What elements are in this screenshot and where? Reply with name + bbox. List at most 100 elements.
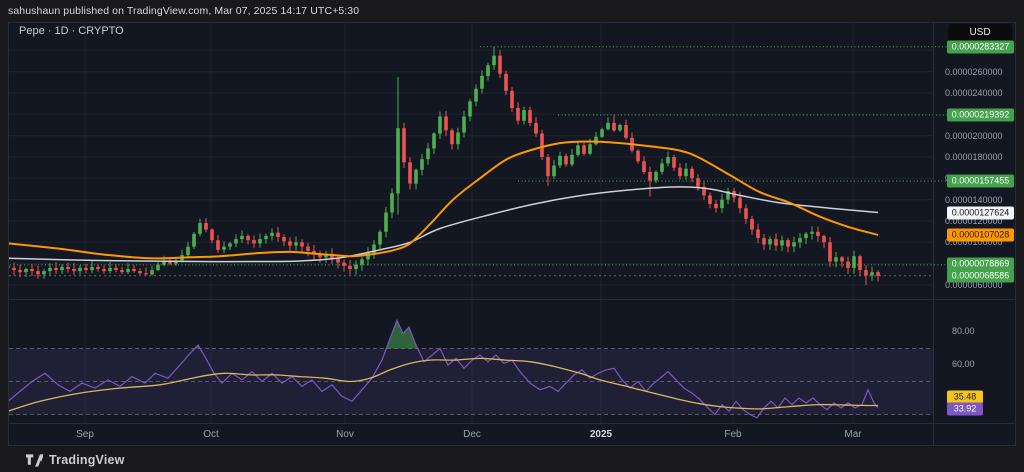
candle-body [582, 145, 586, 154]
candle-body [504, 73, 508, 91]
candle-body [84, 267, 88, 270]
time-axis[interactable] [8, 423, 1016, 446]
candle-body [858, 256, 862, 271]
candle-body [660, 163, 664, 172]
candle-body [42, 271, 46, 275]
candle-body [738, 197, 742, 209]
candle-body [264, 235, 268, 240]
candle-body [222, 246, 226, 250]
candle-body [108, 267, 112, 272]
price-level-badge: 0.0000107028 [947, 228, 1014, 242]
candle-body [798, 238, 802, 243]
candle-body [528, 110, 532, 123]
candle-body [30, 269, 34, 272]
price-axis-tick: 0.0000060000 [945, 280, 1003, 290]
candle-body [450, 130, 454, 145]
price-axis-tick: 0.0000240000 [945, 88, 1003, 98]
candle-body [252, 240, 256, 244]
candle-body [114, 267, 118, 270]
candle-body [276, 232, 280, 237]
candle-body [570, 154, 574, 165]
candle-body [354, 264, 358, 269]
candle-body [186, 246, 190, 256]
brand-name: TradingView [49, 453, 125, 467]
time-axis-label: Dec [463, 429, 481, 440]
candle-body [150, 270, 154, 275]
candle-body [846, 261, 850, 268]
candle-body [678, 167, 682, 177]
candle-body [144, 273, 148, 275]
rsi-ma-line[interactable] [8, 357, 879, 412]
time-axis-label: Nov [336, 429, 354, 440]
candle-body [480, 75, 484, 89]
candle-body [534, 122, 538, 134]
candle-body [600, 129, 604, 137]
candle-body [408, 162, 412, 184]
rsi-overbought-fill [386, 320, 418, 349]
tradingview-logo-icon [26, 453, 43, 467]
candle-body [420, 159, 424, 170]
candle-body [816, 231, 820, 236]
candle-body [300, 242, 304, 247]
price-level-badge: 0.0000219392 [947, 108, 1014, 122]
rsi-axis-tick: 60.00 [952, 359, 975, 369]
symbol-title: Pepe · 1D · CRYPTO [19, 25, 124, 37]
time-axis-label: 2025 [589, 429, 613, 440]
main-price-pane[interactable] [6, 46, 933, 285]
candle-body [750, 218, 754, 230]
candle-body [258, 239, 262, 244]
candle-body [618, 125, 622, 131]
candle-body [8, 265, 10, 268]
candle-body [774, 239, 778, 246]
candle-body [48, 267, 52, 272]
candle-body [594, 136, 598, 145]
currency-label: USD [969, 27, 991, 38]
candle-body [672, 157, 676, 168]
candle-body [228, 243, 232, 247]
candle-body [402, 128, 406, 163]
candle-body [654, 171, 658, 181]
candle-body [564, 155, 568, 165]
candle-body [54, 267, 58, 270]
candle-body [294, 242, 298, 246]
candle-body [804, 233, 808, 239]
time-axis-label: Feb [724, 429, 742, 440]
candle-body [708, 195, 712, 204]
candle-body [126, 269, 130, 273]
candle-body [282, 237, 286, 242]
currency-toggle-button[interactable]: USD [948, 24, 1012, 41]
candle-body [756, 229, 760, 238]
candle-body [462, 116, 466, 133]
candle-body [468, 101, 472, 117]
candle-body [342, 262, 346, 266]
candle-body [810, 231, 814, 234]
candle-body [762, 238, 766, 245]
candle-body [192, 233, 196, 247]
candle-body [498, 55, 502, 74]
candle-body [720, 199, 724, 209]
candle-body [828, 242, 832, 262]
candle-body [588, 144, 592, 154]
candle-body [120, 270, 124, 273]
candle-body [684, 168, 688, 177]
ma-orange-line[interactable] [8, 140, 879, 260]
candle-body [198, 223, 202, 234]
candle-body [510, 90, 514, 108]
rsi-pane[interactable] [8, 318, 933, 419]
ma-white-line[interactable] [8, 186, 879, 263]
candle-body [438, 116, 442, 134]
price-level-badge: 0.0000078869 [947, 257, 1014, 271]
symbol-legend[interactable]: Pepe · 1D · CRYPTO [19, 25, 124, 37]
candle-body [696, 178, 700, 187]
candle-body [174, 260, 178, 264]
candle-body [360, 259, 364, 265]
candle-body [690, 168, 694, 179]
candle-body [864, 270, 868, 276]
candle-body [552, 165, 556, 177]
price-axis-tick: 0.0000260000 [945, 67, 1003, 77]
candle-body [414, 169, 418, 184]
candle-body [852, 256, 856, 268]
candle-body [204, 223, 208, 230]
candle-body [792, 242, 796, 247]
